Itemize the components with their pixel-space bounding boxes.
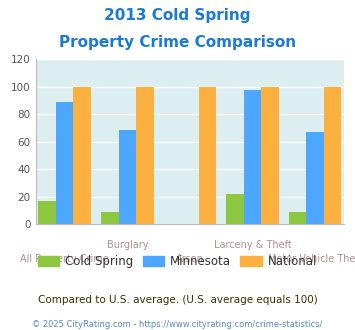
Bar [38, 201, 56, 224]
Bar [56, 102, 73, 224]
Bar [244, 90, 261, 224]
Text: Property Crime Comparison: Property Crime Comparison [59, 35, 296, 50]
Bar [119, 129, 136, 224]
Text: Motor Vehicle Theft: Motor Vehicle Theft [268, 253, 355, 264]
Text: © 2025 CityRating.com - https://www.cityrating.com/crime-statistics/: © 2025 CityRating.com - https://www.city… [32, 320, 323, 329]
Text: Larceny & Theft: Larceny & Theft [214, 240, 291, 250]
Text: Compared to U.S. average. (U.S. average equals 100): Compared to U.S. average. (U.S. average … [38, 295, 317, 305]
Text: Arson: Arson [176, 253, 204, 264]
Legend: Cold Spring, Minnesota, National: Cold Spring, Minnesota, National [33, 250, 322, 273]
Bar [199, 87, 216, 224]
Bar [306, 132, 324, 224]
Bar [226, 194, 244, 224]
Bar [261, 87, 279, 224]
Text: All Property Crime: All Property Crime [20, 253, 109, 264]
Bar [136, 87, 154, 224]
Bar [73, 87, 91, 224]
Bar [289, 212, 306, 224]
Text: Burglary: Burglary [106, 240, 148, 250]
Bar [324, 87, 342, 224]
Bar [101, 212, 119, 224]
Text: 2013 Cold Spring: 2013 Cold Spring [104, 8, 251, 23]
